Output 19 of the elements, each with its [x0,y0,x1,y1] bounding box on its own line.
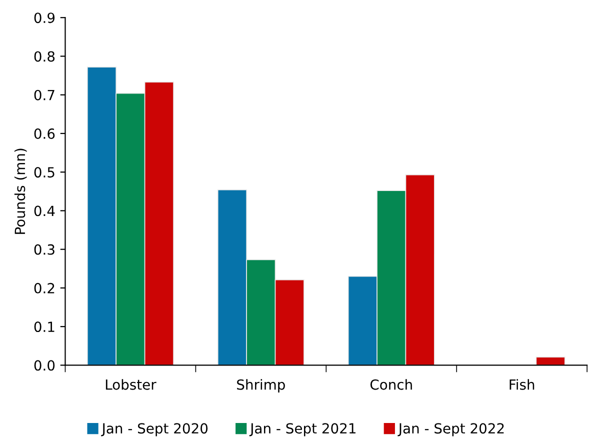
x-tick-label: Lobster [106,379,156,390]
y-tick-label: 0.8 [34,51,55,62]
y-tick-label: 0.0 [34,360,55,371]
y-axis-title: Pounds (mn) [14,148,27,234]
legend-label: Jan - Sept 2021 [249,423,356,436]
x-tick-label: Fish [510,379,534,390]
x-tick-label: Shrimp [237,379,285,393]
x-tick-label: Conch [370,379,412,390]
y-tick-label: 0.3 [34,244,54,255]
bar [536,356,566,366]
y-tick-label: 0.6 [34,128,55,139]
y-tick-label: 0.9 [34,12,55,24]
y-tick-label: 0.7 [34,90,54,100]
y-tick-label: 0.4 [34,206,55,216]
y-tick-label: 0.1 [34,322,54,332]
legend-label: Jan - Sept 2022 [398,423,504,436]
legend-label: Jan - Sept 2020 [101,423,208,436]
y-tick-label: 0.2 [34,282,54,294]
y-tick-label: 0.5 [34,167,54,178]
